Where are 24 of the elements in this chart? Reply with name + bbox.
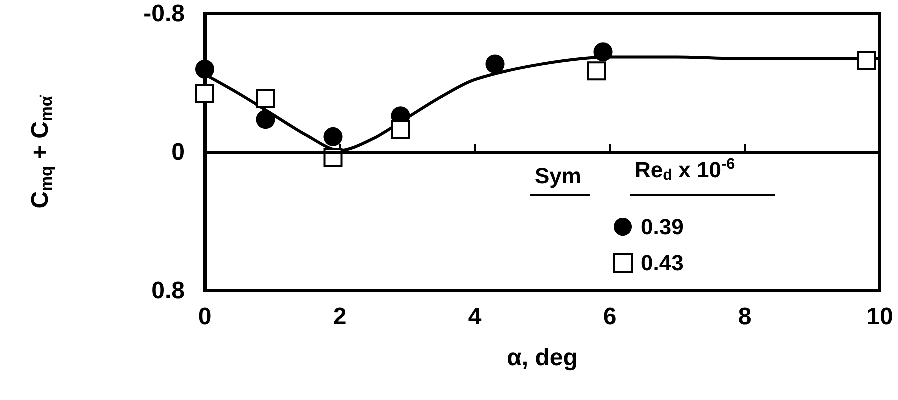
x-tick-label: 4 [468,304,482,330]
point [486,54,505,74]
y-tick-label: 0 [172,139,185,166]
x-tick-label: 6 [603,304,617,330]
point [256,89,276,108]
point [256,110,276,130]
legend-label: 0.39 [641,214,684,240]
point [196,84,214,104]
legend-label: 0.43 [641,250,684,276]
annotation: Sym [535,164,582,188]
y-axis-title: Cmq + Cmα̇ [27,94,56,209]
point [391,120,410,140]
point [587,62,606,81]
x-axis-title: α, deg [507,344,578,372]
x-tick-label: 8 [738,304,752,330]
x-tick-label: 10 [866,304,894,330]
x-tick-label: 0 [198,304,212,330]
point [196,60,214,79]
point [857,51,876,70]
y-tick-label: 0.8 [152,278,185,304]
y-tick-label: -0.8 [144,0,185,28]
point [594,42,613,62]
x-tick-label: 2 [333,304,347,330]
point [324,127,343,146]
